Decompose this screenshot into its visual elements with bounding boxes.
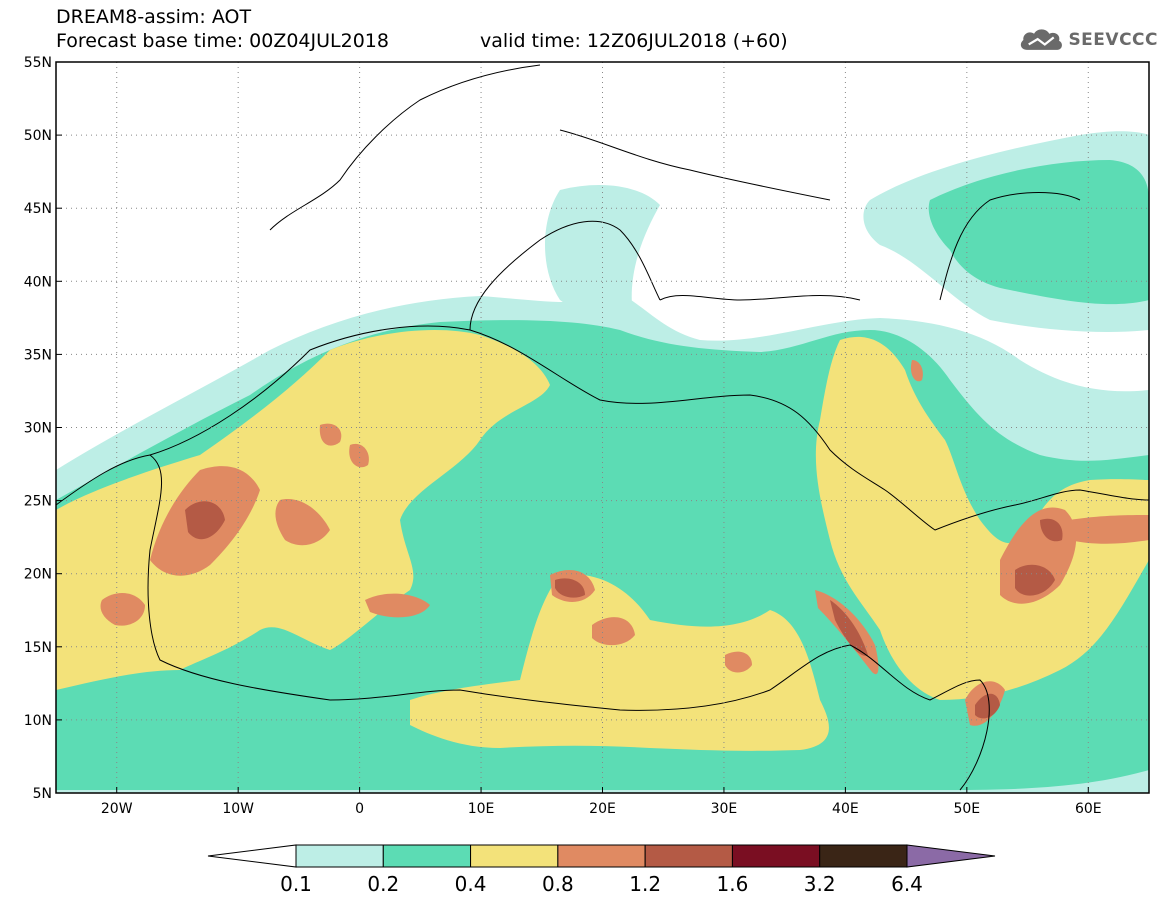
latitude-labels: 55N 50N 45N 40N 35N 30N 25N 20N 15N 10N 5N: [24, 55, 62, 802]
colorbar-under-arrow: [207, 844, 297, 868]
lat-label: 45N: [24, 201, 52, 217]
lon-label: 30E: [711, 801, 738, 817]
lon-label: 60E: [1075, 801, 1102, 817]
lon-label: 0: [355, 801, 364, 817]
aot-band-0.2-caspian: [928, 160, 1149, 305]
lat-label: 5N: [33, 786, 52, 802]
colorbar-labels: 0.1 0.2 0.4 0.8 1.2 1.6 3.2 6.4: [280, 872, 923, 896]
colorbar-level-label: 3.2: [804, 872, 836, 896]
coastlines: [56, 64, 1149, 791]
lat-label: 15N: [24, 640, 52, 656]
aot-band-0.4-arabia: [815, 336, 1149, 700]
lon-label: 10W: [222, 801, 254, 817]
colorbar-level-label: 1.2: [629, 872, 661, 896]
forecast-base-time: Forecast base time: 00Z04JUL2018: [56, 30, 389, 52]
colorbar: [207, 844, 996, 868]
logo-text: SEEVCCC: [1068, 30, 1158, 50]
colorbar-level-label: 0.4: [455, 872, 487, 896]
lat-label: 10N: [24, 713, 52, 729]
lat-label: 50N: [24, 128, 52, 144]
lon-label: 10E: [468, 801, 495, 817]
lat-label: 55N: [24, 55, 52, 71]
lon-label: 20W: [101, 801, 133, 817]
longitude-labels: 20W 10W 0 10E 20E 30E 40E 50E 60E: [101, 787, 1102, 817]
lat-label: 35N: [24, 347, 52, 363]
colorbar-box: [557, 844, 646, 868]
colorbar-box: [731, 844, 821, 868]
valid-time: valid time: 12Z06JUL2018 (+60): [480, 30, 788, 52]
cloud-icon: [1020, 29, 1062, 50]
colorbar-level-label: 0.1: [280, 872, 312, 896]
colorbar-box: [819, 844, 908, 868]
colorbar-level-label: 1.6: [717, 872, 749, 896]
lat-label: 30N: [24, 421, 52, 437]
colorbar-box: [295, 844, 384, 868]
lon-label: 20E: [589, 801, 616, 817]
lat-label: 25N: [24, 494, 52, 510]
map-grid: [56, 62, 1149, 793]
colorbar-over-arrow: [906, 844, 996, 868]
colorbar-box: [470, 844, 559, 868]
colorbar-level-label: 0.8: [542, 872, 574, 896]
aot-band-0.4-sahel: [410, 574, 829, 751]
aot-band-1.2: [185, 501, 1063, 719]
map-title: DREAM8-assim: AOT: [56, 6, 252, 28]
lat-label: 40N: [24, 274, 52, 290]
colorbar-box: [382, 844, 472, 868]
colorbar-box: [644, 844, 733, 868]
lon-label: 50E: [953, 801, 980, 817]
colorbar-level-label: 0.2: [367, 872, 399, 896]
seevccc-logo: SEEVCCC: [1018, 24, 1158, 56]
lat-label: 20N: [24, 567, 52, 583]
lon-label: 40E: [832, 801, 859, 817]
colorbar-level-label: 6.4: [891, 872, 923, 896]
